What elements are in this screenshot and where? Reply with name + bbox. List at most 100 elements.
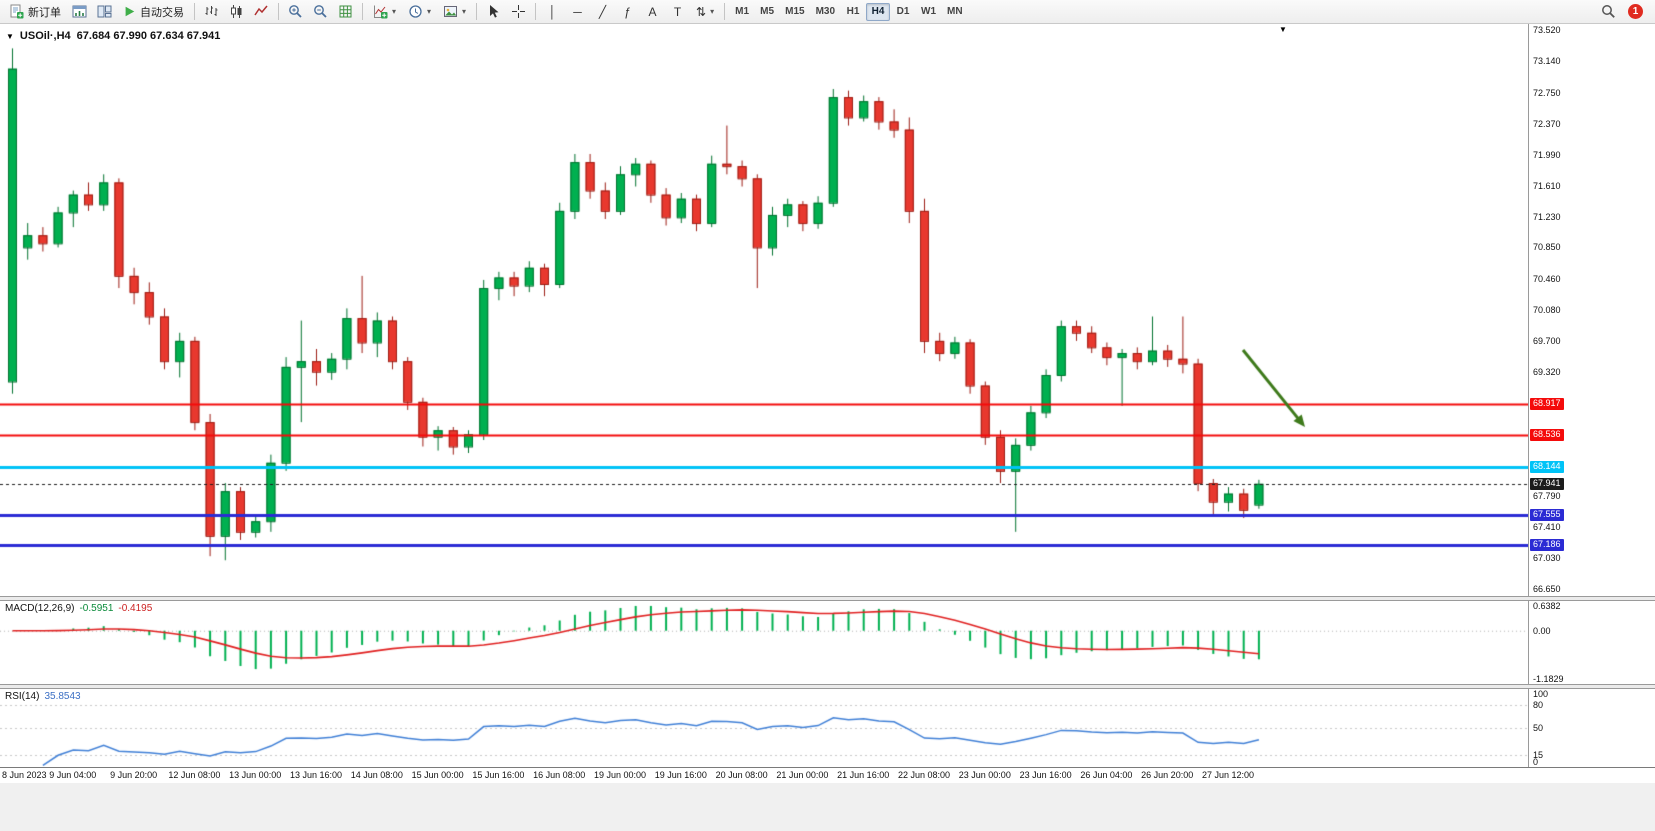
vertical-line-icon: │ [548,4,557,19]
rsi-value: 35.8543 [44,691,81,702]
templates-button[interactable]: ▾ [438,2,471,22]
price-axis[interactable]: 73.520 73.140 72.750 72.370 71.990 71.610 71.2… [1529,24,1655,596]
autotrading-label: 自动交易 [140,6,184,19]
macd-chart-canvas[interactable] [0,601,1528,684]
macd-axis-tick: -1.1829 [1533,674,1564,684]
trendline-tool-button[interactable]: ╱ [591,2,614,22]
new-chart-window-button[interactable] [68,2,91,22]
price-tag-68.536: 68.536 [1530,429,1564,442]
chart-ohlc-values: 67.684 67.990 67.634 67.941 [76,30,221,42]
price-tag-68.144: 68.144 [1530,461,1564,474]
time-axis-label: 26 Jun 20:00 [1141,770,1194,780]
rsi-axis-tick: 80 [1533,699,1544,710]
arrows-tool-button[interactable]: ⇅ ▾ [691,2,719,22]
main-toolbar: 新订单 自动交易 [0,0,1655,24]
timeframe-button-h4[interactable]: H4 [866,2,891,21]
time-axis-label: 8 Jun 2023 [2,770,47,780]
rsi-label: RSI(14) [5,691,40,702]
price-tick: 71.610 [1533,180,1561,191]
rsi-axis-tick: 50 [1533,723,1544,733]
candlestick-chart-canvas[interactable] [0,24,1528,596]
chart-window-icon [72,4,87,19]
timeframe-button-m15[interactable]: M15 [780,3,809,21]
label-tool-icon: T [673,4,682,19]
toolbar-separator [194,3,195,20]
rsi-label-row: RSI(14) 35.8543 [5,691,81,702]
time-axis-label: 23 Jun 16:00 [1019,770,1072,780]
candles-chart-type-button[interactable] [225,2,248,22]
rsi-chart-canvas[interactable] [0,689,1528,767]
toolbar-separator [476,3,478,20]
zoom-out-button[interactable] [309,2,332,22]
crosshair-tool-button[interactable] [507,2,530,22]
chevron-down-icon: ▾ [427,6,432,16]
main-chart-panel: ▼ USOil·,H4 67.684 67.990 67.634 67.941 … [0,24,1655,596]
chevron-down-icon: ▾ [392,6,397,16]
periods-button[interactable]: ▾ [403,2,436,22]
price-tag-67.555: 67.555 [1530,509,1564,522]
price-tag-68.917: 68.917 [1530,398,1564,411]
indicators-icon [373,4,388,19]
panel-splitter[interactable] [0,684,1655,689]
chevron-down-icon: ▾ [710,6,715,16]
chart-title: ▼ USOil·,H4 67.684 67.990 67.634 67.941 [6,30,220,42]
vertical-line-tool-button[interactable]: │ [541,2,564,22]
time-axis-label: 12 Jun 08:00 [168,770,221,780]
autotrading-play-icon [123,5,136,18]
horizontal-line-tool-button[interactable]: ─ [566,2,589,22]
grid-button[interactable] [334,2,357,22]
zoom-out-icon [313,4,328,19]
text-tool-button[interactable]: A [641,2,664,22]
price-tick: 73.520 [1533,25,1561,36]
panel-splitter[interactable] [0,596,1655,601]
fibonacci-tool-button[interactable]: ƒ [616,2,639,22]
profiles-button[interactable] [93,2,116,22]
timeframe-button-w1[interactable]: W1 [916,3,941,21]
notification-badge[interactable]: 1 [1628,4,1643,19]
macd-panel: MACD(12,26,9) -0.5951 -0.4195 0.6382 0.00… [0,601,1655,684]
time-axis-label: 15 Jun 00:00 [411,770,464,780]
bars-chart-type-button[interactable] [200,2,223,22]
macd-label-row: MACD(12,26,9) -0.5951 -0.4195 [5,603,152,614]
price-tick: 73.140 [1533,56,1561,67]
time-axis-label: 13 Jun 16:00 [289,770,343,780]
cursor-tool-button[interactable] [482,2,505,22]
time-axis[interactable]: 8 Jun 2023 9 Jun 04:00 9 Jun 20:00 12 Jun 0… [0,767,1655,783]
bars-chart-icon [204,4,219,19]
autotrading-button[interactable]: 自动交易 [118,2,189,22]
search-button[interactable] [1597,2,1620,22]
timeframe-button-d1[interactable]: D1 [891,3,915,21]
macd-axis[interactable]: 0.6382 0.00 -1.1829 [1529,601,1655,684]
timeframe-button-mn[interactable]: MN [942,3,968,21]
price-tick: 72.370 [1533,118,1561,129]
timeframe-button-h1[interactable]: H1 [841,3,865,21]
time-axis-label: 27 Jun 12:00 [1201,770,1255,780]
grid-icon [338,4,353,19]
toolbar-separator [278,3,279,20]
timeframe-button-m30[interactable]: M30 [811,3,840,21]
quick-trade-arrow-icon[interactable]: ▼ [6,31,14,41]
timeframe-button-m5[interactable]: M5 [755,3,779,21]
toolbar-separator [535,3,537,20]
rsi-axis[interactable]: 100 80 50 15 0 [1529,689,1655,767]
clock-icon [408,4,423,19]
price-tick: 67.410 [1533,521,1561,532]
indicators-button[interactable]: ▾ [368,2,401,22]
macd-signal-value: -0.4195 [118,603,153,614]
zoom-in-button[interactable] [284,2,307,22]
price-tick: 70.080 [1533,305,1561,315]
label-tool-button[interactable]: T [666,2,689,22]
new-order-button[interactable]: 新订单 [4,2,66,22]
timeframe-button-m1[interactable]: M1 [730,3,754,21]
price-tick: 69.320 [1533,366,1561,377]
search-icon [1601,4,1616,19]
crosshair-icon [511,4,526,19]
toolbar-separator [724,3,726,20]
horizontal-line-icon: ─ [573,4,582,19]
line-chart-type-button[interactable] [250,2,273,22]
time-axis-label: 9 Jun 20:00 [110,770,158,780]
new-order-icon [9,4,24,19]
last-bar-marker-icon: ▼ [1279,25,1287,34]
time-axis-label: 19 Jun 16:00 [654,770,707,780]
price-tick: 70.460 [1533,274,1561,285]
